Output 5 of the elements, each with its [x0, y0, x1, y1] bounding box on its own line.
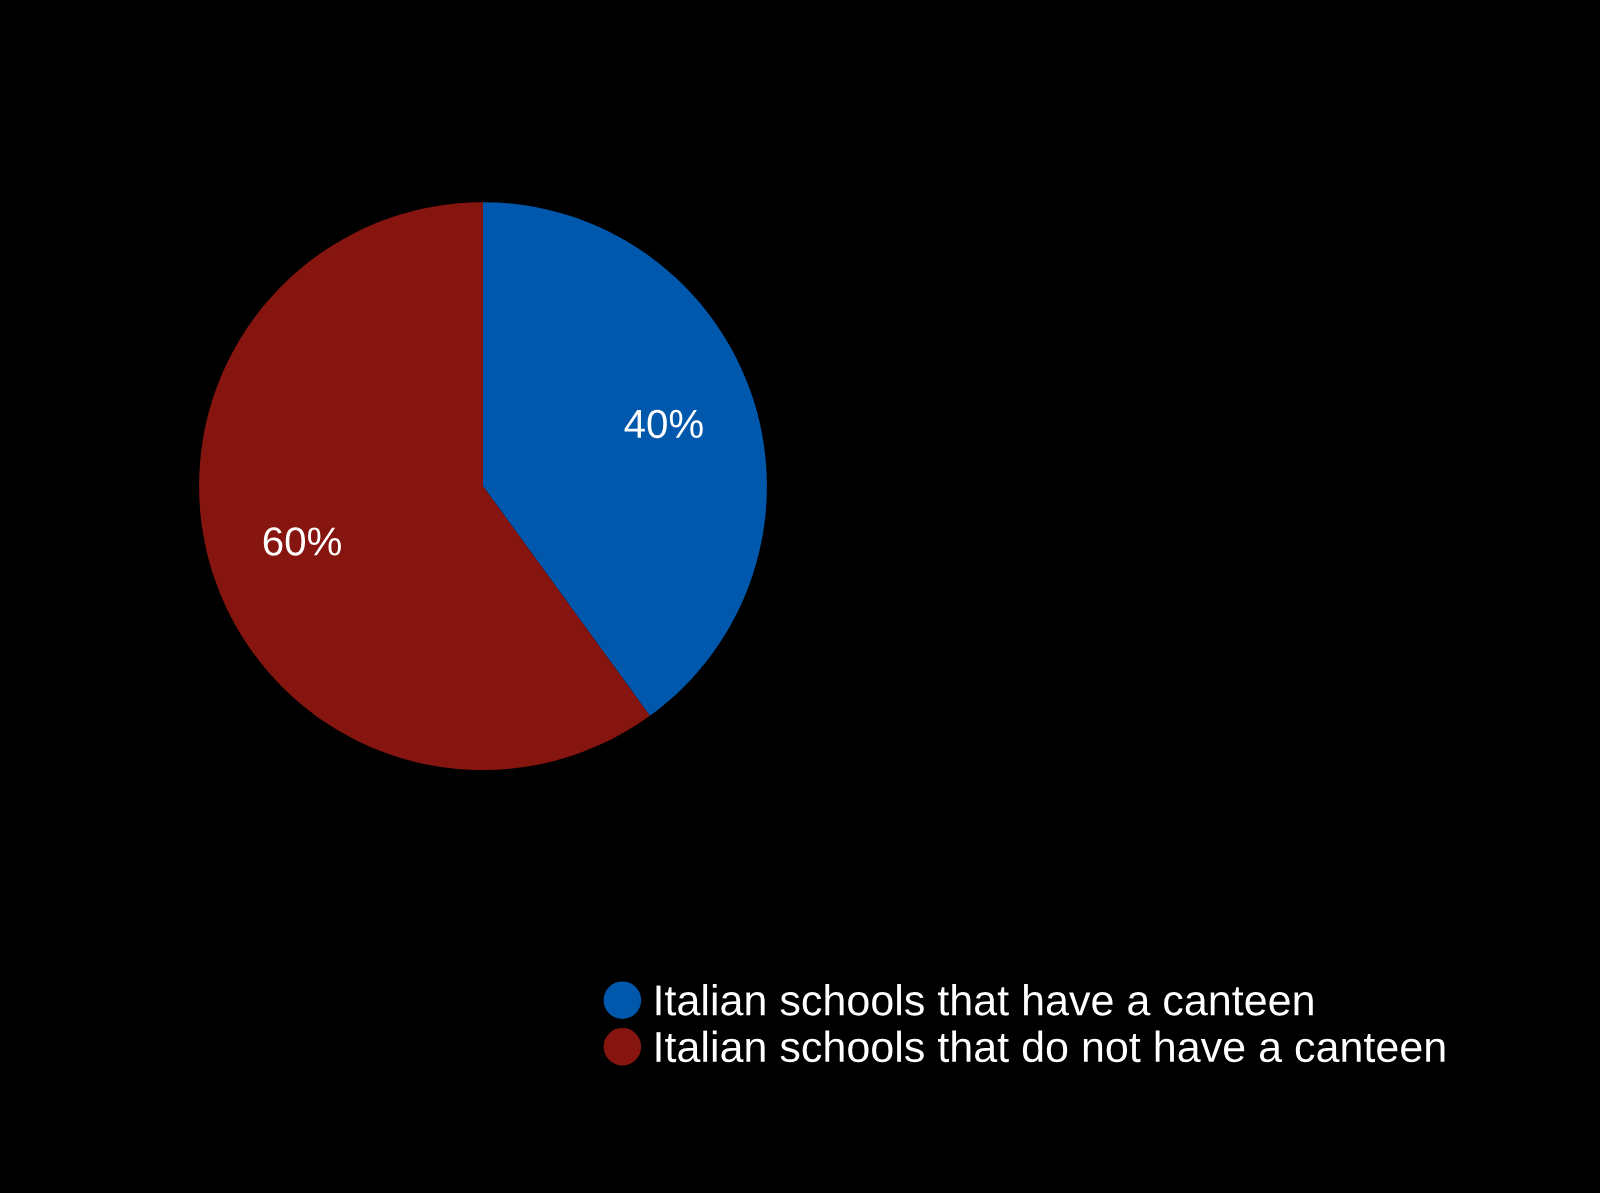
pie-slice	[483, 202, 767, 716]
data-label: 40%	[624, 409, 703, 439]
data-label: 60%	[263, 527, 341, 556]
legend-label: Italian schools that do not have a canteen	[656, 1030, 1445, 1063]
legend-label: Italian schools that have a canteen	[656, 984, 1313, 1016]
